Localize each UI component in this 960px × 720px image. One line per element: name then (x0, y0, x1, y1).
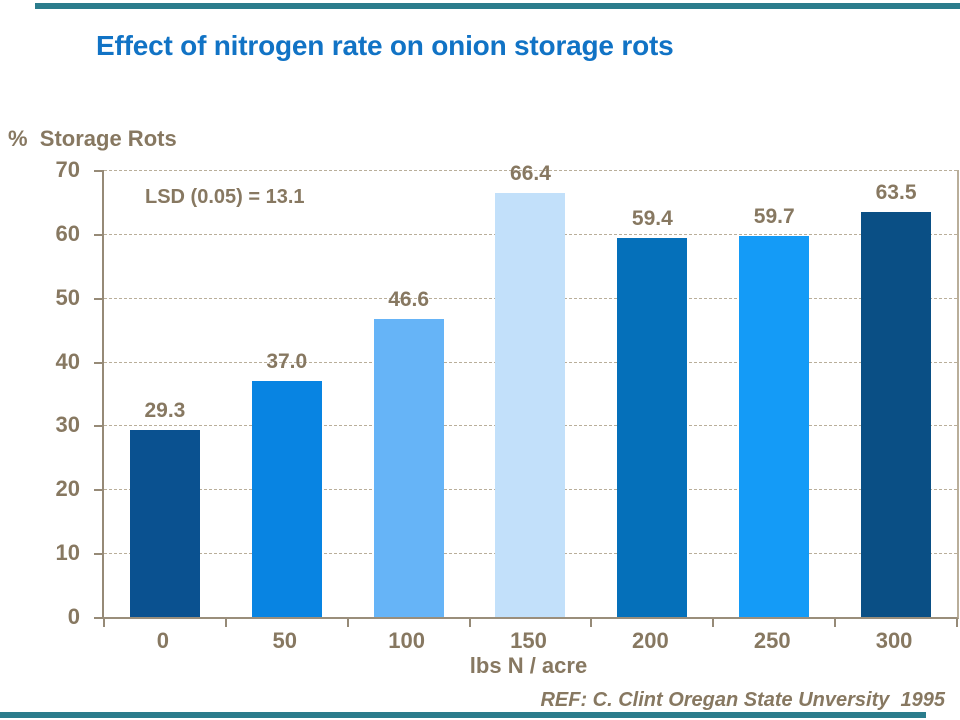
y-tick-mark-40 (94, 361, 102, 364)
x-tick-label-50: 50 (272, 628, 297, 653)
y-tick-mark-20 (94, 489, 102, 492)
y-tick-mark-60 (94, 233, 102, 236)
x-tick-mark-5 (712, 619, 715, 627)
chart-title: Effect of nitrogen rate on onion storage… (96, 30, 674, 61)
x-tick-mark-7 (956, 619, 958, 627)
x-axis-title: lbs N / acre (469, 653, 588, 678)
value-label-100: 46.6 (388, 288, 430, 312)
y-tick-label-20: 20 (55, 476, 80, 502)
value-label-0: 29.3 (144, 398, 186, 422)
value-label-150: 66.4 (510, 162, 551, 185)
y-tick-label-40: 40 (55, 348, 80, 374)
top-border-stripe (35, 3, 960, 9)
category-200: 59.4 (591, 170, 713, 617)
x-tick-mark-2 (346, 619, 349, 627)
bar-300-lbs (861, 211, 932, 617)
x-tick-label-100: 100 (388, 628, 425, 653)
y-tick-label-70: 70 (55, 157, 80, 182)
category-150: 66.4 (470, 162, 592, 617)
bar-0-lbs (129, 429, 200, 617)
y-tick-label-10: 10 (55, 540, 80, 566)
bar-50-lbs (251, 380, 322, 617)
bar-250-lbs (739, 235, 810, 617)
x-tick-label-150: 150 (510, 628, 547, 653)
category-0: 29.3 (104, 170, 226, 617)
x-tick-label-300: 300 (875, 628, 913, 653)
y-tick-mark-30 (94, 425, 102, 428)
category-300: 63.5 (835, 170, 957, 617)
value-label-250: 59.7 (753, 204, 795, 228)
y-tick-label-60: 60 (55, 220, 80, 246)
value-label-300: 63.5 (875, 180, 917, 204)
plot-area: LSD (0.05) = 13.1 29.3 37.0 46.6 66.4 59.4 59… (94, 162, 959, 627)
y-tick-label-0: 0 (67, 604, 80, 629)
value-label-50: 37.0 (266, 349, 308, 373)
x-tick-mark-4 (590, 619, 593, 627)
x-tick-mark-1 (224, 619, 227, 627)
y-tick-label-50: 50 (55, 284, 80, 310)
reference-note: REF: C. Clint Oregan State Unversity 199… (540, 689, 945, 711)
category-250: 59.7 (713, 170, 835, 617)
category-100: 46.6 (348, 170, 470, 617)
category-50: 37.0 (226, 170, 348, 617)
y-axis-title: % Storage Rots (8, 126, 177, 151)
y-tick-mark-10 (94, 553, 102, 556)
value-label-200: 59.4 (631, 206, 673, 230)
gridline-y-70 (104, 170, 957, 171)
x-tick-mark-0 (103, 619, 105, 627)
bar-200-lbs (617, 237, 688, 617)
y-tick-mark-0 (94, 617, 102, 619)
y-tick-mark-70 (94, 170, 102, 172)
x-tick-mark-6 (834, 619, 837, 627)
x-tick-label-200: 200 (631, 628, 669, 653)
x-tick-label-250: 250 (753, 628, 791, 653)
lsd-annotation: LSD (0.05) = 13.1 (145, 186, 305, 208)
y-tick-mark-50 (94, 297, 102, 300)
bottom-border-stripe (0, 712, 926, 718)
bar-150-lbs (495, 193, 566, 617)
x-tick-label-0: 0 (156, 628, 170, 653)
bar-100-lbs (373, 319, 444, 617)
y-tick-label-30: 30 (55, 412, 80, 438)
x-tick-mark-3 (468, 619, 471, 627)
